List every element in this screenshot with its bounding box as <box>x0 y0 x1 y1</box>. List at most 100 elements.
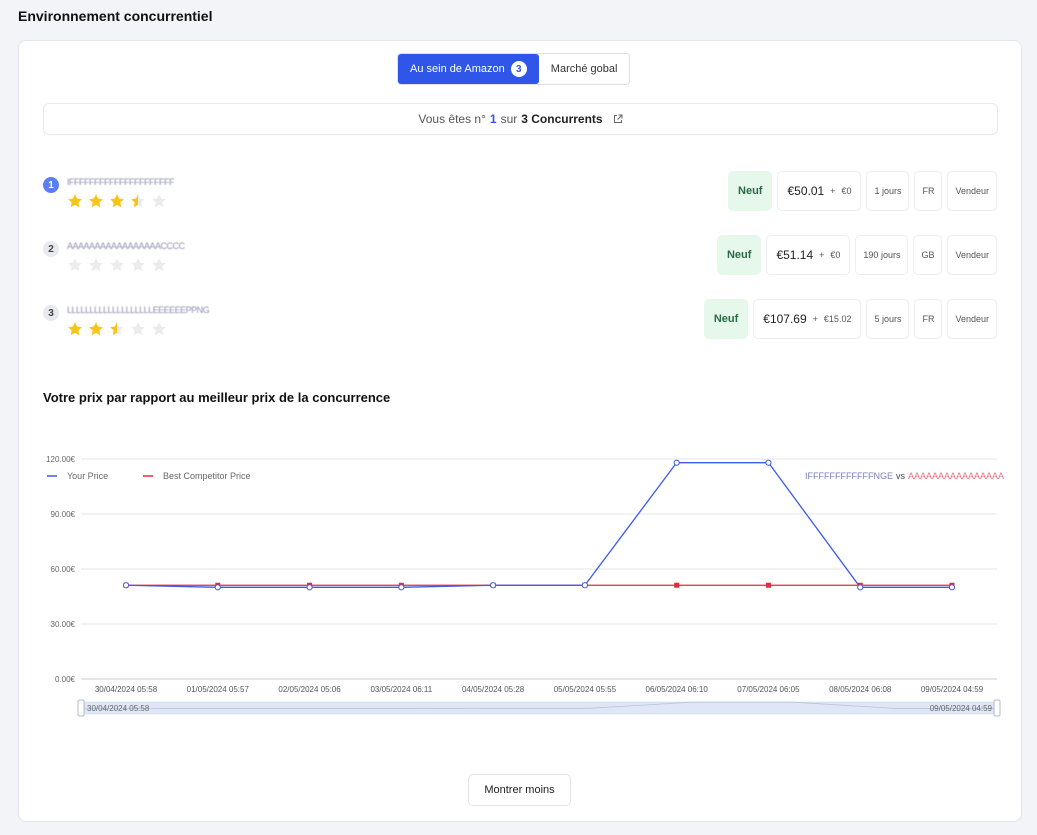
tab-global-market[interactable]: Marché gobal <box>539 54 630 84</box>
show-less-button[interactable]: Montrer moins <box>468 774 571 806</box>
tab-amazon-count: 3 <box>510 61 527 77</box>
competitor-price-point[interactable] <box>765 582 771 588</box>
your-price-point[interactable] <box>214 584 221 591</box>
seller-name[interactable]: IFFFFFFFFFFFFFFFFFFFFF <box>67 177 174 187</box>
rank-summary: Vous êtes n° 1 sur 3 Concurrents <box>43 103 998 135</box>
star-filled-icon <box>68 322 82 336</box>
plus-sign: + <box>812 314 818 324</box>
price-value: €50.01 <box>787 184 825 198</box>
y-tick-label: 30.00€ <box>51 620 76 629</box>
x-tick-label: 02/05/2024 05:06 <box>278 685 341 694</box>
star-rating <box>67 193 167 209</box>
competitor-price-point[interactable] <box>674 582 680 588</box>
star-empty-icon <box>68 258 82 272</box>
price-cell: €51.14 + €0 <box>766 235 851 275</box>
country-code: GB <box>913 235 943 275</box>
price-cell: €107.69 + €15.02 <box>753 299 862 339</box>
x-tick-label: 01/05/2024 05:57 <box>187 685 250 694</box>
seller-type: Vendeur <box>947 235 997 275</box>
zoom-slider[interactable]: 30/04/2024 05:58 09/05/2024 04:59 <box>77 699 1001 717</box>
comparison-right: AAAAAAAAAAAAAAAA <box>908 471 1004 481</box>
chart-series <box>122 459 956 591</box>
competitor-row: 2 AAAAAAAAAAAAAAAAACCCC Neuf €51.14 + €0 190 j… <box>43 235 997 277</box>
rank-badge: 3 <box>43 305 59 321</box>
legend-label[interactable]: Your Price <box>67 471 108 481</box>
your-price-point[interactable] <box>490 582 497 589</box>
plus-sign: + <box>819 250 825 260</box>
shipping-value: €15.02 <box>823 314 852 324</box>
tab-amazon[interactable]: Au sein de Amazon 3 <box>398 54 539 84</box>
your-price-point[interactable] <box>857 584 864 591</box>
competitor-row: 1 IFFFFFFFFFFFFFFFFFFFFF Neuf €50.01 + €0 1 jo… <box>43 171 997 213</box>
price-cell: €50.01 + €0 <box>777 171 862 211</box>
tab-amazon-label: Au sein de Amazon <box>410 63 505 75</box>
your-price-point[interactable] <box>306 584 313 591</box>
your-price-point[interactable] <box>765 459 772 466</box>
seller-name[interactable]: LLLLLLLLLLLLLLLLLLLEEEEEEPPNG <box>67 305 210 315</box>
legend-label[interactable]: Best Competitor Price <box>163 471 251 481</box>
seller-name[interactable]: AAAAAAAAAAAAAAAAACCCC <box>67 241 185 251</box>
your-price-point[interactable] <box>948 584 956 591</box>
country-code: FR <box>914 171 943 211</box>
y-tick-label: 60.00€ <box>51 565 76 574</box>
offer-details: Neuf €51.14 + €0 190 jours GB Vendeur <box>716 235 997 275</box>
comparison-label: IFFFFFFFFFFFFNGE vs AAAAAAAAAAAAAAAA <box>805 471 1004 481</box>
star-filled-icon <box>110 322 124 336</box>
chart-legend: Your Price Best Competitor Price IFFFFFFFF… <box>47 471 1004 481</box>
x-tick-label: 05/05/2024 05:55 <box>554 685 617 694</box>
x-tick-label: 04/05/2024 05:28 <box>462 685 525 694</box>
country-code: FR <box>914 299 943 339</box>
zoom-handle-left[interactable] <box>77 699 85 717</box>
delivery-time: 5 jours <box>866 299 910 339</box>
comparison-left: IFFFFFFFFFFFFNGE <box>805 471 893 481</box>
comparison-vs: vs <box>896 471 906 481</box>
your-price-point[interactable] <box>398 584 405 591</box>
star-empty-icon <box>131 258 145 272</box>
external-link-icon[interactable] <box>613 114 623 124</box>
zoom-start-label: 30/04/2024 05:58 <box>87 704 150 713</box>
your-price-line <box>125 462 952 588</box>
y-tick-label: 120.00€ <box>46 455 75 464</box>
offer-details: Neuf €50.01 + €0 1 jours FR Vendeur <box>728 171 997 211</box>
your-price-point[interactable] <box>581 582 588 589</box>
page-title: Environnement concurrentiel <box>18 8 213 24</box>
rank-middle: sur <box>500 112 518 126</box>
x-axis: 30/04/2024 05:58 01/05/2024 05:57 02/05/20… <box>95 685 984 694</box>
y-axis: 0.00€ 30.00€ 60.00€ 90.00€ 120.00€ <box>46 455 75 684</box>
star-rating <box>67 257 167 273</box>
your-price-point[interactable] <box>673 459 680 466</box>
price-value: €51.14 <box>776 248 814 262</box>
your-price-point[interactable] <box>122 582 130 589</box>
star-empty-icon <box>152 194 166 208</box>
star-empty-icon <box>152 322 166 336</box>
competitive-card: Au sein de Amazon 3 Marché gobal Vous êt… <box>18 40 1022 822</box>
star-empty-icon <box>131 322 145 336</box>
rank-prefix: Vous êtes n° <box>418 112 486 126</box>
zoom-handle-right[interactable] <box>993 699 1001 717</box>
star-empty-icon <box>110 258 124 272</box>
condition-badge: Neuf <box>728 171 773 211</box>
x-tick-label: 09/05/2024 04:59 <box>921 685 984 694</box>
rank-badge: 1 <box>43 177 59 193</box>
y-tick-label: 90.00€ <box>51 510 76 519</box>
star-filled-icon <box>89 322 103 336</box>
condition-badge: Neuf <box>703 299 749 339</box>
rank-badge: 2 <box>43 241 59 257</box>
star-empty-icon <box>89 258 103 272</box>
delivery-time: 190 jours <box>855 235 909 275</box>
x-tick-label: 07/05/2024 06:05 <box>737 685 800 694</box>
x-tick-label: 03/05/2024 06:11 <box>370 685 432 694</box>
market-toggle: Au sein de Amazon 3 Marché gobal <box>397 53 631 85</box>
chart-grid <box>81 458 997 680</box>
delivery-time: 1 jours <box>866 171 910 211</box>
x-tick-label: 08/05/2024 06:08 <box>829 685 892 694</box>
x-tick-label: 06/05/2024 06:10 <box>646 685 709 694</box>
zoom-preview-line <box>80 701 997 709</box>
star-filled-icon <box>110 194 124 208</box>
price-chart: Your Price Best Competitor Price IFFFFFFFF… <box>46 455 1004 717</box>
shipping-value: €0 <box>841 186 852 196</box>
x-tick-label: 30/04/2024 05:58 <box>95 685 158 694</box>
star-rating <box>67 321 167 337</box>
star-filled-icon <box>131 194 145 208</box>
chart-title: Votre prix par rapport au meilleur prix … <box>43 390 391 405</box>
